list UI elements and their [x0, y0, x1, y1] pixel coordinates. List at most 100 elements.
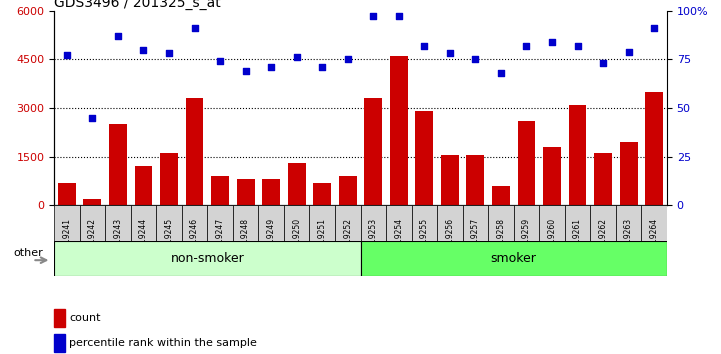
Point [648, 25, 660, 31]
Text: other: other [14, 248, 43, 258]
Bar [105, 205, 131, 276]
Point [623, 48, 634, 54]
Text: GSM219255: GSM219255 [420, 218, 429, 264]
Bar [211, 176, 229, 205]
Text: GSM219263: GSM219263 [624, 218, 633, 264]
Text: GSM219253: GSM219253 [368, 218, 378, 264]
Bar [619, 142, 637, 205]
Bar [518, 121, 536, 205]
Point [138, 47, 149, 52]
Point [495, 70, 507, 76]
Bar [466, 155, 485, 205]
Bar [262, 179, 280, 205]
Text: GSM219244: GSM219244 [139, 218, 148, 264]
Bar [182, 205, 208, 276]
Point [342, 57, 353, 62]
Text: GSM219241: GSM219241 [62, 218, 71, 264]
Bar [441, 155, 459, 205]
Bar [565, 205, 590, 276]
Bar [390, 56, 408, 205]
Point [368, 13, 379, 19]
Bar [594, 153, 612, 205]
Bar [364, 98, 382, 205]
Bar [109, 124, 127, 205]
Bar [569, 105, 586, 205]
Bar [386, 205, 412, 276]
Bar [135, 166, 152, 205]
Bar [616, 205, 642, 276]
Bar [437, 205, 463, 276]
Bar [360, 205, 386, 276]
Bar [313, 183, 331, 205]
Point [163, 51, 174, 56]
Point [87, 115, 98, 120]
Bar [58, 183, 76, 205]
Bar [642, 205, 667, 276]
Text: smoker: smoker [491, 252, 536, 265]
Bar [339, 176, 357, 205]
Point [291, 55, 302, 60]
Bar [288, 163, 306, 205]
Bar [54, 334, 65, 352]
Point [265, 64, 277, 70]
Bar [84, 199, 102, 205]
Bar [335, 205, 360, 276]
Bar [645, 92, 663, 205]
Text: GSM219254: GSM219254 [394, 218, 403, 264]
Text: GSM219262: GSM219262 [598, 218, 608, 264]
Text: GSM219264: GSM219264 [650, 218, 659, 264]
Bar [185, 98, 203, 205]
Point [240, 68, 252, 74]
Point [419, 43, 430, 48]
Text: GSM219250: GSM219250 [292, 218, 301, 264]
Bar [539, 205, 565, 276]
Point [521, 43, 532, 48]
Bar [258, 205, 284, 276]
Bar [309, 205, 335, 276]
Text: GSM219259: GSM219259 [522, 218, 531, 264]
Bar [513, 205, 539, 276]
Text: GSM219245: GSM219245 [164, 218, 174, 264]
Text: GSM219252: GSM219252 [343, 218, 353, 264]
Text: GSM219258: GSM219258 [497, 218, 505, 264]
Point [469, 57, 481, 62]
Bar [412, 205, 437, 276]
Text: GSM219261: GSM219261 [573, 218, 582, 264]
Point [444, 51, 456, 56]
Bar [590, 205, 616, 276]
Point [214, 58, 226, 64]
Text: non-smoker: non-smoker [170, 252, 244, 265]
Text: GDS3496 / 201325_s_at: GDS3496 / 201325_s_at [54, 0, 221, 10]
Point [317, 64, 328, 70]
Text: GSM219257: GSM219257 [471, 218, 480, 264]
Point [61, 53, 73, 58]
Bar [79, 205, 105, 276]
Text: count: count [69, 313, 101, 323]
Bar [492, 186, 510, 205]
Text: GSM219246: GSM219246 [190, 218, 199, 264]
Point [393, 13, 404, 19]
Text: GSM219242: GSM219242 [88, 218, 97, 264]
Bar [208, 205, 233, 276]
Text: GSM219248: GSM219248 [241, 218, 250, 264]
Point [547, 39, 558, 45]
Bar [415, 111, 433, 205]
Bar [236, 179, 255, 205]
Text: GSM219251: GSM219251 [318, 218, 327, 264]
Text: GSM219260: GSM219260 [547, 218, 557, 264]
Bar [131, 205, 156, 276]
Bar [54, 241, 360, 276]
Text: GSM219256: GSM219256 [446, 218, 454, 264]
Bar [543, 147, 561, 205]
Bar [360, 241, 667, 276]
Text: percentile rank within the sample: percentile rank within the sample [69, 338, 257, 348]
Bar [233, 205, 258, 276]
Bar [488, 205, 514, 276]
Text: GSM219247: GSM219247 [216, 218, 224, 264]
Bar [156, 205, 182, 276]
Bar [284, 205, 309, 276]
Bar [54, 205, 79, 276]
Point [597, 60, 609, 66]
Bar [54, 309, 65, 327]
Point [189, 25, 200, 31]
